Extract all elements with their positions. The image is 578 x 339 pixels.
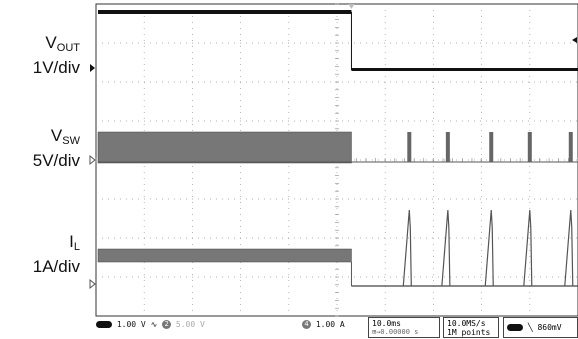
vout-trace-before bbox=[98, 10, 352, 14]
vsw-name: VSW bbox=[50, 126, 80, 147]
timebase-box[interactable]: 10.0ms ⊞→0.00000 s bbox=[368, 317, 440, 338]
il-burst-ramp bbox=[484, 209, 494, 287]
il-scale: 1A/div bbox=[32, 257, 80, 276]
ch1-indicator[interactable] bbox=[96, 321, 112, 328]
status-bar-ch4: 4 1.00 A bbox=[302, 320, 345, 329]
ch4-scale: 1.00 A bbox=[315, 320, 345, 329]
sample-rate: 10.0MS/s bbox=[447, 319, 486, 328]
trigger-slope-icon: ╲ bbox=[527, 323, 533, 332]
bandwidth-icon: ∿ bbox=[150, 320, 158, 329]
ch2-indicator[interactable]: 2 bbox=[162, 320, 172, 329]
il-ground-marker bbox=[89, 278, 96, 290]
trigger-source-indicator bbox=[507, 324, 523, 331]
vsw-burst-pulse bbox=[407, 132, 412, 162]
ch4-indicator[interactable]: 4 bbox=[302, 320, 311, 329]
vsw-scale: 5V/div bbox=[32, 151, 80, 170]
il-burst-ramp bbox=[564, 209, 574, 287]
timebase: 10.0ms bbox=[372, 319, 401, 328]
il-burst-ramp bbox=[441, 209, 451, 287]
status-bar: 1.00 V ∿ 2 5.00 V bbox=[96, 320, 205, 329]
ch2-scale: 5.00 V bbox=[175, 320, 205, 329]
vout-scale: 1V/div bbox=[32, 58, 80, 77]
ch1-scale: 1.00 V bbox=[116, 320, 146, 329]
vout-trace-after bbox=[351, 68, 578, 71]
vsw-burst-pulse bbox=[489, 132, 494, 162]
trigger-position: ⊞→0.00000 s bbox=[372, 328, 419, 336]
record-length: 1M points bbox=[447, 328, 491, 337]
vout-name: VOUT bbox=[45, 33, 80, 54]
trigger-position-marker bbox=[348, 4, 355, 9]
vsw-burst-pulse bbox=[568, 132, 573, 162]
vsw-label: VSW 5V/div bbox=[0, 126, 80, 171]
il-burst-ramp bbox=[402, 209, 412, 287]
il-name: IL bbox=[69, 232, 80, 253]
il-burst-ramp bbox=[523, 209, 533, 287]
il-trace-before bbox=[97, 248, 352, 263]
vout-label: VOUT 1V/div bbox=[0, 33, 80, 78]
il-label: IL 1A/div bbox=[0, 232, 80, 277]
trigger-level-marker bbox=[572, 37, 577, 43]
vsw-burst-pulse bbox=[445, 132, 450, 162]
vsw-burst-pulse bbox=[527, 132, 532, 162]
vout-ground-marker bbox=[90, 64, 95, 72]
trigger-level: 860mV bbox=[537, 323, 562, 332]
trigger-box[interactable]: ╲ 860mV bbox=[503, 317, 578, 338]
vsw-ground-marker bbox=[89, 154, 96, 166]
acquisition-box[interactable]: 10.0MS/s 1M points bbox=[443, 317, 499, 338]
vsw-trace-before bbox=[97, 131, 352, 164]
